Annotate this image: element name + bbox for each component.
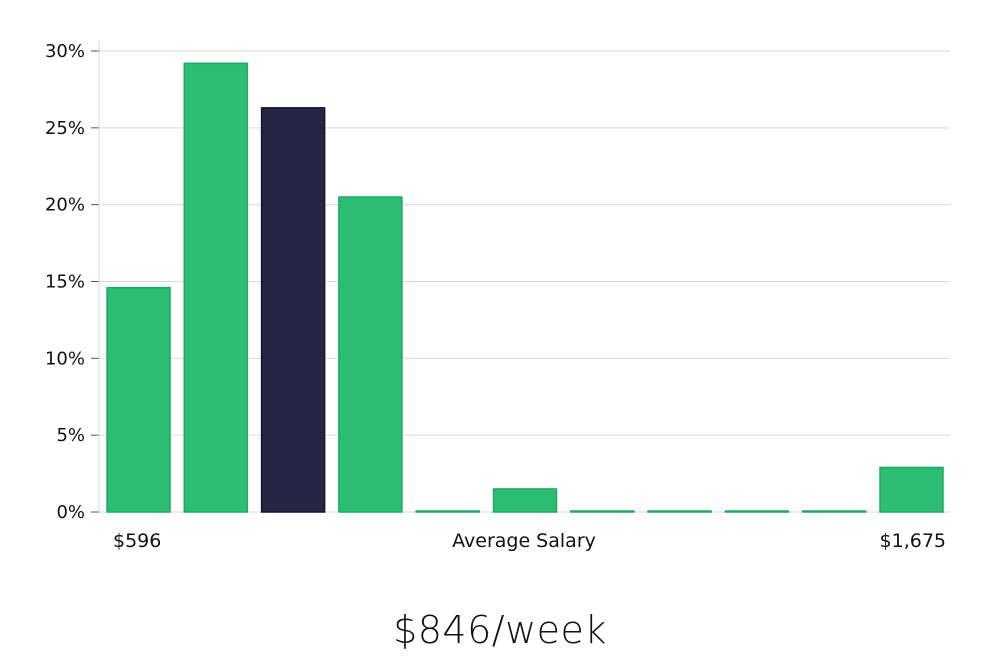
bar	[647, 510, 712, 513]
bars	[106, 62, 944, 513]
bar	[570, 510, 635, 513]
x-max-label: $1,675	[880, 530, 946, 552]
y-tick-label: 20%	[45, 195, 85, 216]
bar	[879, 466, 944, 513]
bar	[801, 510, 867, 513]
bar	[183, 62, 249, 513]
y-tick-label: 5%	[56, 425, 85, 446]
y-tick-label: 15%	[45, 272, 85, 293]
bar	[106, 286, 171, 513]
salary-histogram: 0%5%10%15%20%25%30% $596 Average Salary …	[45, 40, 950, 552]
y-tick-label: 30%	[45, 41, 85, 62]
bar	[724, 510, 790, 513]
bar-highlighted	[260, 107, 326, 513]
y-tick-label: 25%	[45, 118, 85, 139]
y-axis-ticks: 0% 5% 10% 15% 20% 25% 30%	[45, 41, 99, 523]
y-tick-label: 10%	[45, 348, 85, 369]
bar	[492, 488, 558, 513]
average-weekly-salary: $846/week	[393, 608, 607, 652]
bar	[415, 510, 480, 513]
x-min-label: $596	[113, 530, 161, 552]
y-tick-label: 0%	[56, 502, 85, 523]
bar	[338, 196, 403, 513]
x-axis-title: Average Salary	[452, 530, 596, 552]
